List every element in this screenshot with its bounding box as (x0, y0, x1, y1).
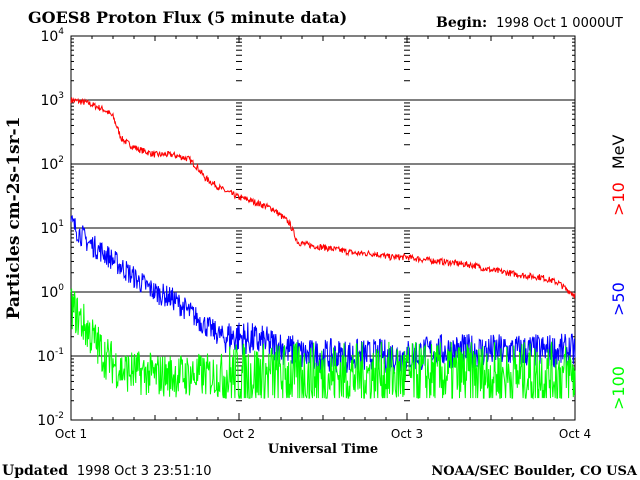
series-line-10mev (70, 97, 576, 299)
y-tick-label: 100 (40, 283, 64, 301)
y-axis-label: Particles cm-2s-1sr-1 (4, 117, 24, 320)
tick-layer (70, 36, 576, 421)
series-line-50mev (70, 215, 576, 374)
y-tick-label: 104 (40, 27, 64, 45)
updated-label: Updated 1998 Oct 3 23:51:10 (2, 463, 212, 479)
series-line-100mev (70, 288, 576, 400)
series-layer (70, 97, 576, 400)
label-layer: 10-2 10-1 100 101 102 103 104 Oct 1 Oct 2 Oct 3 Oc… (37, 27, 591, 441)
x-axis-label: Universal Time (268, 442, 378, 457)
y-tick-label: 103 (40, 91, 64, 109)
x-tick-label: Oct 3 (391, 427, 423, 441)
x-tick-label: Oct 4 (559, 427, 591, 441)
y-tick-label: 102 (40, 155, 64, 173)
chart-title: GOES8 Proton Flux (5 minute data) (28, 8, 347, 27)
begin-label: Begin: 1998 Oct 1 0000UT (436, 15, 623, 31)
series-label-100mev: >100 (609, 366, 628, 410)
x-tick-label: Oct 1 (55, 427, 87, 441)
x-tick-label: Oct 2 (223, 427, 255, 441)
source-label: NOAA/SEC Boulder, CO USA (431, 464, 638, 479)
y-tick-label: 10-1 (37, 347, 64, 365)
grid-layer (71, 99, 575, 357)
y-tick-label: 10-2 (37, 411, 64, 429)
series-label-50mev: >50 (609, 282, 628, 316)
y-tick-label: 101 (40, 219, 64, 237)
series-label-10mev: >10 MeV (609, 134, 628, 216)
